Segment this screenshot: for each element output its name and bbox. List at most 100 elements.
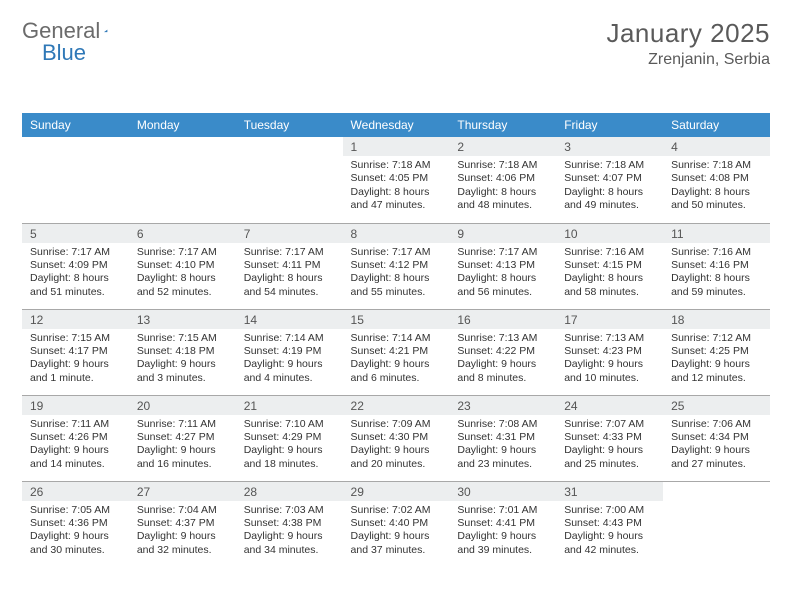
calendar-cell: 18Sunrise: 7:12 AMSunset: 4:25 PMDayligh… — [663, 309, 770, 395]
day-detail-line: Sunset: 4:22 PM — [457, 345, 548, 358]
day-details: Sunrise: 7:14 AMSunset: 4:21 PMDaylight:… — [343, 329, 450, 390]
day-detail-line: Sunset: 4:26 PM — [30, 431, 121, 444]
day-number: 17 — [556, 310, 663, 329]
day-detail-line: Sunset: 4:16 PM — [671, 259, 762, 272]
day-detail-line: Sunrise: 7:18 AM — [351, 159, 442, 172]
calendar-cell — [129, 137, 236, 223]
day-detail-line: Sunset: 4:11 PM — [244, 259, 335, 272]
day-number: 26 — [22, 482, 129, 501]
calendar-cell: 12Sunrise: 7:15 AMSunset: 4:17 PMDayligh… — [22, 309, 129, 395]
day-detail-line: Daylight: 8 hours and 51 minutes. — [30, 272, 121, 299]
day-number: 28 — [236, 482, 343, 501]
calendar-cell — [663, 481, 770, 567]
day-details: Sunrise: 7:11 AMSunset: 4:27 PMDaylight:… — [129, 415, 236, 476]
page-title: January 2025 — [606, 18, 770, 49]
calendar-cell — [236, 137, 343, 223]
day-detail-line: Sunrise: 7:08 AM — [457, 418, 548, 431]
calendar-body: 1Sunrise: 7:18 AMSunset: 4:05 PMDaylight… — [22, 137, 770, 567]
day-detail-line: Sunset: 4:34 PM — [671, 431, 762, 444]
calendar-cell: 26Sunrise: 7:05 AMSunset: 4:36 PMDayligh… — [22, 481, 129, 567]
day-detail-line: Daylight: 8 hours and 55 minutes. — [351, 272, 442, 299]
day-number: 7 — [236, 224, 343, 243]
day-detail-line: Sunset: 4:18 PM — [137, 345, 228, 358]
day-detail-line: Sunrise: 7:14 AM — [244, 332, 335, 345]
day-detail-line: Sunrise: 7:02 AM — [351, 504, 442, 517]
day-detail-line: Sunrise: 7:09 AM — [351, 418, 442, 431]
calendar-week-row: 26Sunrise: 7:05 AMSunset: 4:36 PMDayligh… — [22, 481, 770, 567]
day-details: Sunrise: 7:15 AMSunset: 4:18 PMDaylight:… — [129, 329, 236, 390]
day-detail-line: Sunrise: 7:17 AM — [30, 246, 121, 259]
day-detail-line: Sunrise: 7:11 AM — [30, 418, 121, 431]
day-details: Sunrise: 7:18 AMSunset: 4:08 PMDaylight:… — [663, 156, 770, 217]
day-detail-line: Sunrise: 7:06 AM — [671, 418, 762, 431]
day-number: 24 — [556, 396, 663, 415]
calendar-cell: 29Sunrise: 7:02 AMSunset: 4:40 PMDayligh… — [343, 481, 450, 567]
day-detail-line: Daylight: 9 hours and 34 minutes. — [244, 530, 335, 557]
day-detail-line: Daylight: 9 hours and 12 minutes. — [671, 358, 762, 385]
day-number: 23 — [449, 396, 556, 415]
brand-word-2: Blue — [42, 40, 86, 66]
day-detail-line: Sunset: 4:25 PM — [671, 345, 762, 358]
day-detail-line: Sunrise: 7:01 AM — [457, 504, 548, 517]
day-number: 14 — [236, 310, 343, 329]
day-detail-line: Daylight: 8 hours and 52 minutes. — [137, 272, 228, 299]
calendar-cell: 3Sunrise: 7:18 AMSunset: 4:07 PMDaylight… — [556, 137, 663, 223]
day-details: Sunrise: 7:10 AMSunset: 4:29 PMDaylight:… — [236, 415, 343, 476]
calendar-cell: 21Sunrise: 7:10 AMSunset: 4:29 PMDayligh… — [236, 395, 343, 481]
calendar-cell: 4Sunrise: 7:18 AMSunset: 4:08 PMDaylight… — [663, 137, 770, 223]
weekday-header: Saturday — [663, 113, 770, 137]
day-number: 20 — [129, 396, 236, 415]
calendar-cell: 7Sunrise: 7:17 AMSunset: 4:11 PMDaylight… — [236, 223, 343, 309]
day-detail-line: Sunrise: 7:15 AM — [30, 332, 121, 345]
day-detail-line: Daylight: 9 hours and 8 minutes. — [457, 358, 548, 385]
day-detail-line: Sunset: 4:09 PM — [30, 259, 121, 272]
day-detail-line: Daylight: 8 hours and 56 minutes. — [457, 272, 548, 299]
calendar-week-row: 5Sunrise: 7:17 AMSunset: 4:09 PMDaylight… — [22, 223, 770, 309]
weekday-header: Tuesday — [236, 113, 343, 137]
weekday-header: Thursday — [449, 113, 556, 137]
day-number: 16 — [449, 310, 556, 329]
calendar-cell: 9Sunrise: 7:17 AMSunset: 4:13 PMDaylight… — [449, 223, 556, 309]
day-detail-line: Daylight: 8 hours and 50 minutes. — [671, 186, 762, 213]
day-number — [22, 137, 129, 156]
calendar-page: General January 2025 Zrenjanin, Serbia B… — [0, 0, 792, 612]
day-number: 30 — [449, 482, 556, 501]
day-details — [663, 501, 770, 508]
day-number — [236, 137, 343, 156]
day-detail-line: Daylight: 8 hours and 58 minutes. — [564, 272, 655, 299]
day-number: 31 — [556, 482, 663, 501]
day-detail-line: Daylight: 9 hours and 16 minutes. — [137, 444, 228, 471]
day-number: 4 — [663, 137, 770, 156]
calendar-week-row: 19Sunrise: 7:11 AMSunset: 4:26 PMDayligh… — [22, 395, 770, 481]
calendar-cell: 17Sunrise: 7:13 AMSunset: 4:23 PMDayligh… — [556, 309, 663, 395]
day-detail-line: Daylight: 9 hours and 20 minutes. — [351, 444, 442, 471]
weekday-header: Sunday — [22, 113, 129, 137]
day-details: Sunrise: 7:18 AMSunset: 4:07 PMDaylight:… — [556, 156, 663, 217]
day-detail-line: Daylight: 8 hours and 47 minutes. — [351, 186, 442, 213]
day-detail-line: Daylight: 9 hours and 32 minutes. — [137, 530, 228, 557]
day-details: Sunrise: 7:03 AMSunset: 4:38 PMDaylight:… — [236, 501, 343, 562]
day-number: 2 — [449, 137, 556, 156]
day-detail-line: Sunrise: 7:13 AM — [564, 332, 655, 345]
calendar-table: Sunday Monday Tuesday Wednesday Thursday… — [22, 113, 770, 567]
day-number: 10 — [556, 224, 663, 243]
day-details: Sunrise: 7:00 AMSunset: 4:43 PMDaylight:… — [556, 501, 663, 562]
day-details — [129, 156, 236, 163]
day-details: Sunrise: 7:07 AMSunset: 4:33 PMDaylight:… — [556, 415, 663, 476]
day-detail-line: Sunrise: 7:12 AM — [671, 332, 762, 345]
day-detail-line: Sunset: 4:37 PM — [137, 517, 228, 530]
day-details: Sunrise: 7:02 AMSunset: 4:40 PMDaylight:… — [343, 501, 450, 562]
day-details: Sunrise: 7:14 AMSunset: 4:19 PMDaylight:… — [236, 329, 343, 390]
calendar-cell: 31Sunrise: 7:00 AMSunset: 4:43 PMDayligh… — [556, 481, 663, 567]
day-details: Sunrise: 7:12 AMSunset: 4:25 PMDaylight:… — [663, 329, 770, 390]
weekday-header-row: Sunday Monday Tuesday Wednesday Thursday… — [22, 113, 770, 137]
day-number: 25 — [663, 396, 770, 415]
day-details: Sunrise: 7:16 AMSunset: 4:16 PMDaylight:… — [663, 243, 770, 304]
day-number: 3 — [556, 137, 663, 156]
calendar-cell: 1Sunrise: 7:18 AMSunset: 4:05 PMDaylight… — [343, 137, 450, 223]
day-details: Sunrise: 7:06 AMSunset: 4:34 PMDaylight:… — [663, 415, 770, 476]
calendar-cell: 13Sunrise: 7:15 AMSunset: 4:18 PMDayligh… — [129, 309, 236, 395]
day-detail-line: Sunset: 4:41 PM — [457, 517, 548, 530]
day-details: Sunrise: 7:17 AMSunset: 4:10 PMDaylight:… — [129, 243, 236, 304]
location-label: Zrenjanin, Serbia — [606, 51, 770, 69]
